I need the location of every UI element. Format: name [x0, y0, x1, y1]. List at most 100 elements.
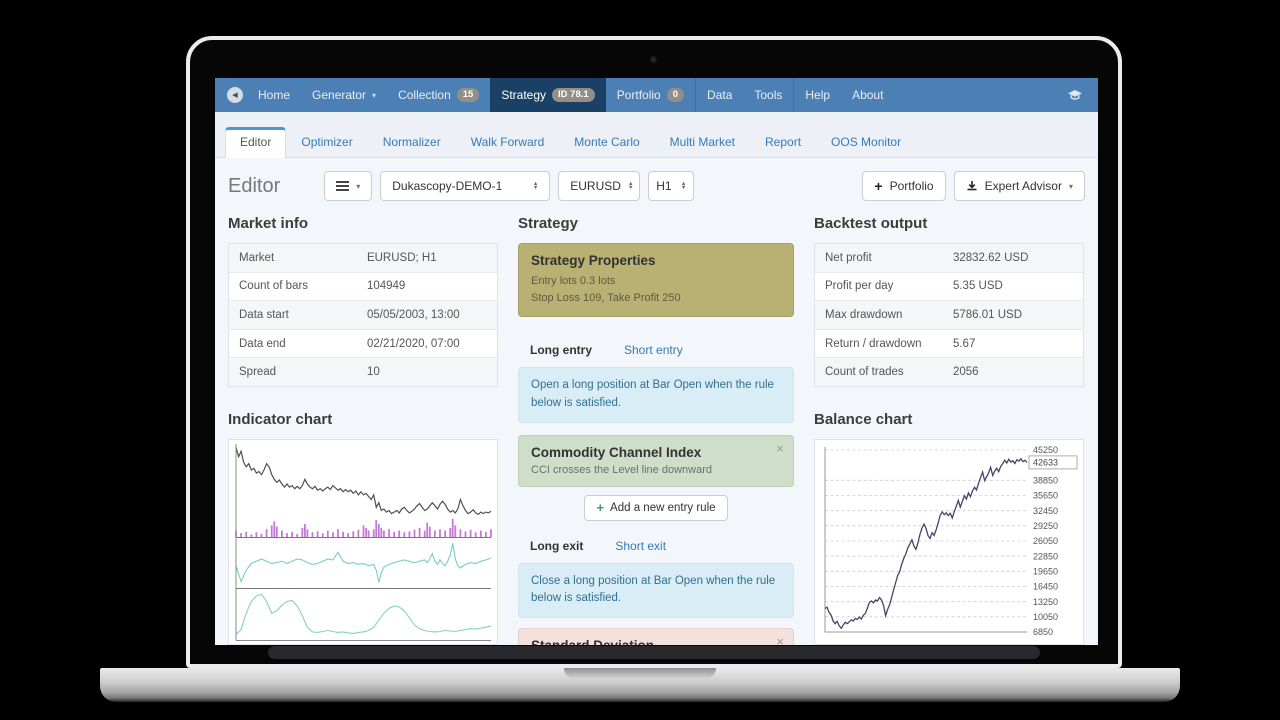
entry-info-box: Open a long position at Bar Open when th…	[518, 367, 794, 423]
table-row: Profit per day 5.35 USD	[815, 271, 1083, 301]
main-content: Market info Market EURUSD; H1 Count of b…	[215, 215, 1098, 645]
strategy-properties-card[interactable]: Strategy Properties Entry lots 0.3 lots …	[518, 243, 794, 317]
nav-item-about[interactable]: About	[852, 88, 884, 102]
svg-text:42633: 42633	[1033, 458, 1058, 468]
tab-editor[interactable]: Editor	[225, 127, 287, 158]
nav-item-help[interactable]: Help	[805, 88, 831, 102]
close-icon[interactable]: ×	[776, 440, 784, 456]
chevron-down-icon: ▾	[356, 181, 361, 191]
data-source-select[interactable]: Dukascopy-DEMO-1 ▲ ▼	[380, 171, 551, 201]
svg-text:26050: 26050	[1033, 536, 1058, 546]
svg-text:19650: 19650	[1033, 566, 1058, 576]
collapse-nav-button[interactable]: ◀	[215, 78, 247, 112]
nav-divider	[793, 78, 795, 112]
tab-multi-market[interactable]: Multi Market	[669, 135, 736, 149]
svg-text:22850: 22850	[1033, 551, 1058, 561]
svg-text:32450: 32450	[1033, 506, 1058, 516]
entry-rule-card[interactable]: × Commodity Channel Index CCI crosses th…	[518, 434, 794, 487]
collection-count-badge: 15	[456, 87, 480, 103]
laptop-hinge	[268, 646, 1040, 659]
back-arrow-icon: ◀	[227, 87, 243, 103]
editor-toolbar: Editor ▾ Dukascopy-DEMO-1 ▲ ▼ EURUSD ▲ ▼ H…	[215, 158, 1098, 201]
tab-monte-carlo[interactable]: Monte Carlo	[574, 135, 640, 149]
select-stepper-icon: ▲ ▼	[532, 180, 539, 191]
tab-short-entry[interactable]: Short entry	[624, 343, 683, 357]
exit-tabs: Long exit Short exit	[518, 539, 794, 553]
svg-text:16450: 16450	[1033, 582, 1058, 592]
add-entry-rule-button[interactable]: + Add a new entry rule	[584, 494, 728, 521]
export-icon	[967, 181, 977, 191]
nav-item-portfolio[interactable]: Portfolio 0	[606, 78, 695, 112]
backtest-column: Backtest output Net profit 32832.62 USD …	[814, 215, 1084, 645]
nav-divider	[695, 78, 697, 112]
strategy-column: Strategy Strategy Properties Entry lots …	[518, 215, 794, 645]
education-button[interactable]	[1067, 78, 1098, 112]
entry-tabs: Long entry Short entry	[518, 343, 794, 357]
table-row: Count of trades 2056	[815, 357, 1083, 386]
backtest-output-table: Net profit 32832.62 USD Profit per day 5…	[814, 243, 1084, 387]
nav-item-tools[interactable]: Tools	[754, 88, 783, 102]
strategy-id-badge: ID 78.1	[552, 87, 595, 103]
laptop-lid-notch	[564, 668, 716, 679]
svg-text:35650: 35650	[1033, 491, 1058, 501]
tab-long-exit[interactable]: Long exit	[530, 538, 584, 553]
table-row: Data end 02/21/2020, 07:00	[229, 328, 497, 358]
tab-short-exit[interactable]: Short exit	[615, 538, 667, 553]
select-stepper-icon: ▲ ▼	[627, 180, 634, 191]
tab-oos-monitor[interactable]: OOS Monitor	[831, 135, 902, 149]
table-row: Max drawdown 5786.01 USD	[815, 300, 1083, 329]
timeframe-select[interactable]: H1 ▲ ▼	[648, 171, 695, 201]
table-row: Return / drawdown 5.67	[815, 328, 1083, 358]
svg-text:6850: 6850	[1033, 627, 1053, 637]
market-info-column: Market info Market EURUSD; H1 Count of b…	[228, 215, 498, 645]
exit-rule-card[interactable]: × Standard Deviation StdDev crosses the …	[518, 628, 794, 645]
top-navbar: ◀ Home Generator ▾ Collection 15 Strateg…	[215, 78, 1098, 112]
module-tabs: Editor Optimizer Normalizer Walk Forward…	[215, 112, 1098, 158]
nav-item-strategy[interactable]: Strategy ID 78.1	[490, 78, 606, 112]
select-stepper-icon: ▲ ▼	[680, 180, 687, 191]
close-icon[interactable]: ×	[776, 634, 784, 645]
graduation-cap-icon	[1068, 90, 1082, 100]
backtest-output-heading: Backtest output	[814, 215, 928, 232]
table-row: Net profit 32832.62 USD	[815, 244, 1083, 272]
balance-chart: 45250 42633 38850 35650 32450 29250 26050 22850…	[814, 438, 1084, 645]
chevron-down-icon: ▾	[1068, 181, 1073, 191]
expert-advisor-button[interactable]: Expert Advisor ▾	[953, 171, 1085, 201]
webcam-icon	[650, 56, 657, 63]
nav-item-generator[interactable]: Generator ▾	[312, 88, 377, 102]
laptop-base	[100, 668, 1180, 702]
tab-optimizer[interactable]: Optimizer	[301, 135, 353, 149]
table-row: Data start 05/05/2003, 13:00	[229, 300, 497, 329]
plus-icon: +	[874, 178, 883, 194]
portfolio-count-badge: 0	[666, 87, 685, 103]
tab-long-entry[interactable]: Long entry	[530, 343, 592, 357]
page-title: Editor	[228, 174, 281, 197]
svg-text:13250: 13250	[1033, 597, 1058, 607]
balance-chart-heading: Balance chart	[814, 410, 913, 428]
chevron-down-icon: ▾	[372, 90, 377, 100]
tab-report[interactable]: Report	[765, 135, 802, 149]
exit-info-box: Close a long position at Bar Open when t…	[518, 562, 794, 619]
svg-text:45250: 45250	[1033, 445, 1058, 455]
indicator-chart-heading: Indicator chart	[228, 410, 333, 428]
tab-walk-forward[interactable]: Walk Forward	[470, 135, 545, 149]
editor-menu-button[interactable]: ▾	[324, 171, 373, 201]
table-row: Count of bars 104949	[229, 271, 497, 301]
nav-item-home[interactable]: Home	[258, 88, 291, 102]
symbol-select[interactable]: EURUSD ▲ ▼	[558, 171, 641, 201]
laptop-base-edge	[100, 698, 1180, 702]
market-info-heading: Market info	[228, 215, 309, 232]
nav-item-data[interactable]: Data	[707, 88, 733, 102]
menu-icon	[336, 185, 350, 187]
strategy-heading: Strategy	[518, 215, 579, 232]
nav-item-collection[interactable]: Collection 15	[387, 78, 490, 112]
laptop-screen: ◀ Home Generator ▾ Collection 15 Strateg…	[186, 36, 1122, 668]
add-to-portfolio-button[interactable]: + Portfolio	[862, 171, 946, 201]
indicator-chart	[228, 438, 498, 645]
market-info-table: Market EURUSD; H1 Count of bars 104949 D…	[228, 243, 498, 387]
svg-text:10050: 10050	[1033, 612, 1058, 622]
table-row: Spread 10	[229, 357, 497, 386]
svg-text:38850: 38850	[1033, 475, 1058, 485]
tab-normalizer[interactable]: Normalizer	[382, 135, 441, 149]
svg-text:29250: 29250	[1033, 521, 1058, 531]
